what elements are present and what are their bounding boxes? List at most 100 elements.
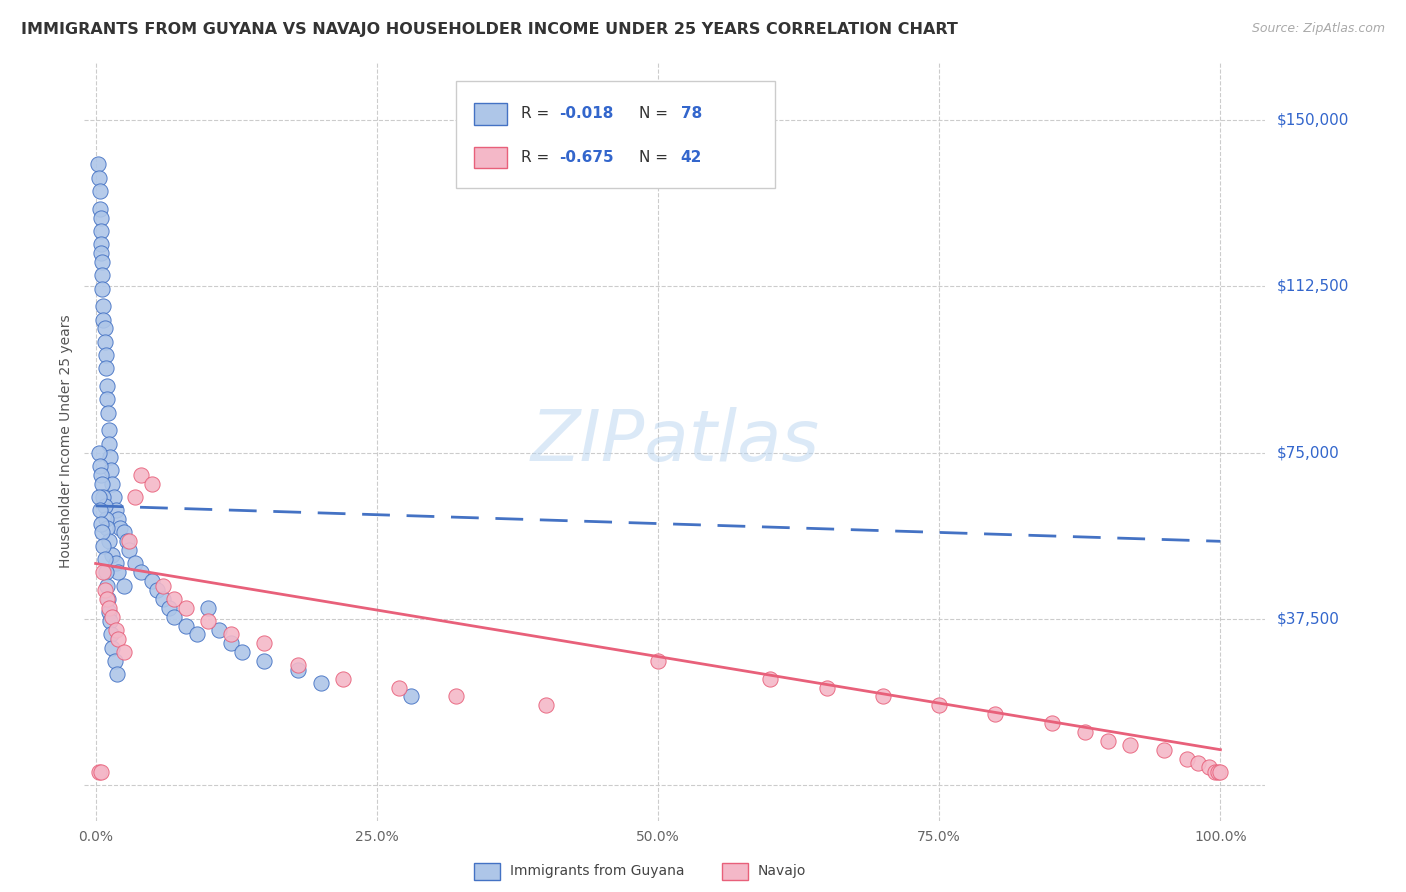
Point <box>98 605 121 619</box>
Point <box>93 299 115 313</box>
Text: -0.675: -0.675 <box>560 150 614 165</box>
Point <box>89 184 111 198</box>
Point <box>163 591 186 606</box>
Point <box>100 627 122 641</box>
Point <box>444 690 467 704</box>
Point <box>91 282 114 296</box>
Point <box>107 632 129 646</box>
Point <box>115 534 138 549</box>
Point <box>309 676 332 690</box>
Point <box>89 458 111 473</box>
Point <box>93 334 115 349</box>
Point <box>94 361 117 376</box>
Text: 78: 78 <box>681 106 702 121</box>
Point <box>87 445 110 459</box>
Point <box>208 623 231 637</box>
Point <box>1204 764 1226 779</box>
Point <box>93 490 115 504</box>
Point <box>647 654 669 668</box>
Point <box>98 424 121 438</box>
Point <box>90 467 112 482</box>
Point <box>157 600 180 615</box>
FancyBboxPatch shape <box>457 81 775 187</box>
Point <box>759 672 782 686</box>
Point <box>872 690 894 704</box>
Point <box>87 157 110 171</box>
FancyBboxPatch shape <box>723 863 748 880</box>
Point <box>90 246 112 260</box>
Point <box>253 654 276 668</box>
Point <box>93 321 115 335</box>
Point <box>97 406 120 420</box>
Point <box>129 467 152 482</box>
Point <box>104 503 127 517</box>
Point <box>112 645 135 659</box>
Point <box>186 627 208 641</box>
Point <box>96 392 118 407</box>
Point <box>1198 760 1220 774</box>
Point <box>91 268 114 283</box>
FancyBboxPatch shape <box>474 146 508 168</box>
Text: ZIPatlas: ZIPatlas <box>530 407 820 476</box>
Point <box>107 512 129 526</box>
Point <box>174 618 197 632</box>
Point <box>141 476 163 491</box>
Point <box>141 574 163 589</box>
Text: $37,500: $37,500 <box>1277 611 1340 626</box>
Point <box>110 521 132 535</box>
Text: Navajo: Navajo <box>758 864 806 879</box>
Text: Source: ZipAtlas.com: Source: ZipAtlas.com <box>1251 22 1385 36</box>
Point <box>1153 742 1175 756</box>
Point <box>101 640 124 655</box>
Point <box>124 490 146 504</box>
Point <box>87 170 110 185</box>
Point <box>93 552 115 566</box>
Point <box>96 591 118 606</box>
Point <box>1175 751 1198 765</box>
Point <box>287 658 309 673</box>
Point <box>253 636 276 650</box>
Point <box>90 237 112 252</box>
Text: R =: R = <box>522 150 554 165</box>
Point <box>90 516 112 531</box>
Point <box>124 557 146 571</box>
Point <box>101 476 124 491</box>
Point <box>103 490 125 504</box>
Point <box>104 654 127 668</box>
Point <box>984 707 1007 722</box>
Point <box>1119 738 1142 752</box>
Point <box>174 600 197 615</box>
Point <box>1209 764 1232 779</box>
Point <box>287 663 309 677</box>
Point <box>129 566 152 580</box>
Point <box>96 379 118 393</box>
Point <box>87 764 110 779</box>
Point <box>93 499 115 513</box>
Point <box>93 566 115 580</box>
Point <box>388 681 411 695</box>
FancyBboxPatch shape <box>474 863 501 880</box>
Point <box>93 583 115 598</box>
Point <box>94 348 117 362</box>
Point <box>101 548 124 562</box>
Point <box>98 450 121 464</box>
Text: IMMIGRANTS FROM GUYANA VS NAVAJO HOUSEHOLDER INCOME UNDER 25 YEARS CORRELATION C: IMMIGRANTS FROM GUYANA VS NAVAJO HOUSEHO… <box>21 22 957 37</box>
Point <box>104 557 127 571</box>
Point <box>219 627 242 641</box>
Point <box>90 224 112 238</box>
Point <box>93 539 115 553</box>
Point <box>815 681 838 695</box>
Point <box>98 614 121 628</box>
Text: -0.018: -0.018 <box>560 106 613 121</box>
Point <box>96 521 118 535</box>
Point <box>332 672 354 686</box>
Text: $150,000: $150,000 <box>1277 112 1348 128</box>
Point <box>89 503 111 517</box>
Point <box>98 534 121 549</box>
Point <box>107 566 129 580</box>
Text: $75,000: $75,000 <box>1277 445 1340 460</box>
Point <box>104 623 127 637</box>
Point <box>1074 725 1097 739</box>
Point <box>91 255 114 269</box>
Point <box>101 609 124 624</box>
